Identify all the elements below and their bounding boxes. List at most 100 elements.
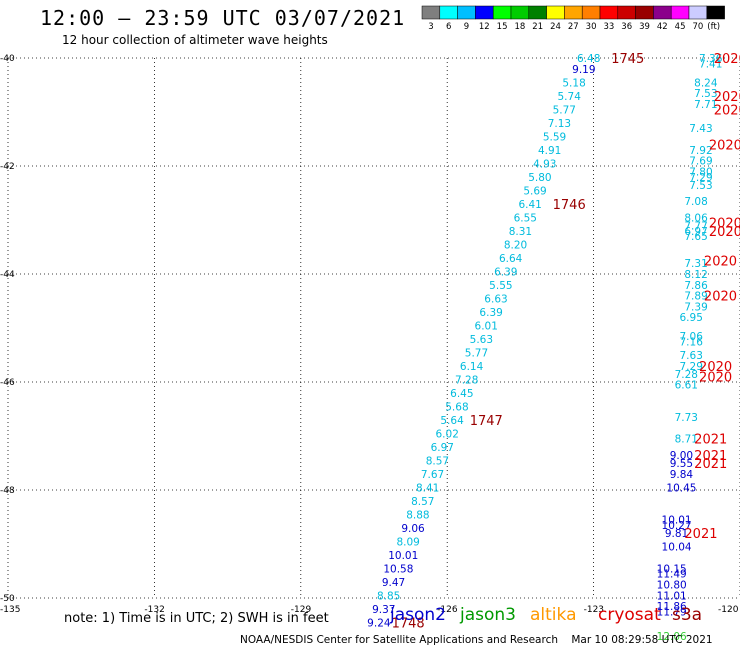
wave-height-point: 6.64 [499, 253, 523, 265]
time-annotation: 2021 [694, 457, 727, 472]
satellite-legend-cryosat: cryosat [598, 605, 661, 625]
color-scale-swatch [439, 5, 458, 20]
x-tick-label: -135 [0, 605, 20, 615]
wave-height-point: 5.80 [528, 172, 551, 184]
time-annotation: 2020 [699, 360, 732, 375]
wave-height-point: 8.71 [675, 434, 698, 446]
color-scale-label: 30 [586, 22, 597, 32]
wave-height-point: 5.59 [543, 131, 566, 143]
time-annotation: 1745 [611, 52, 644, 67]
wave-height-point: 10.58 [383, 563, 413, 575]
page-title: 12:00 – 23:59 UTC 03/07/2021 [40, 6, 406, 30]
wave-height-point: 7.28 [675, 369, 698, 381]
page-subtitle: 12 hour collection of altimeter wave hei… [62, 33, 328, 47]
y-tick-label: -40 [0, 54, 15, 64]
wave-height-point: 7.28 [455, 374, 478, 386]
wave-height-point: 7.29 [680, 361, 703, 373]
wave-height-point: 7.92 [689, 145, 712, 157]
satellite-legend-jason3: jason3 [460, 605, 516, 625]
wave-height-point: 6.95 [680, 312, 703, 324]
wave-height-point: 7.16 [680, 337, 704, 349]
color-scale-swatch [653, 5, 672, 20]
wave-height-point: 7.77 [684, 220, 707, 232]
wave-height-point: 6.01 [475, 320, 498, 332]
wave-height-point: 5.55 [489, 280, 512, 292]
wave-height-point: 8.57 [411, 496, 434, 508]
color-scale-swatch [528, 5, 547, 20]
time-annotation: 1748 [392, 616, 425, 631]
x-tick-label: -129 [291, 605, 312, 615]
wave-height-point: 7.43 [689, 123, 712, 135]
wave-height-point: 7.13 [548, 118, 571, 130]
wave-height-point: 9.84 [670, 469, 694, 481]
color-scale-label: 15 [497, 22, 508, 32]
wave-height-point: 5.77 [465, 347, 488, 359]
color-scale-swatch [670, 5, 690, 20]
wave-height-point: 10.15 [657, 563, 687, 575]
time-annotation: 2020 [714, 52, 740, 67]
wave-height-point: 8.06 [684, 212, 708, 224]
time-annotation: 2020 [699, 371, 732, 386]
x-tick-label: -132 [144, 605, 164, 615]
wave-height-point: 9.47 [382, 577, 405, 589]
x-tick-label: -120 [718, 605, 739, 615]
color-scale-swatch [546, 5, 565, 20]
y-tick-label: -42 [0, 162, 15, 172]
wave-height-point: 12.06 [657, 631, 687, 643]
wave-height-point: 7.69 [689, 156, 712, 168]
wave-height-point: 8.12 [684, 269, 707, 281]
wave-height-point: 6.39 [479, 307, 502, 319]
wave-height-point: 6.48 [577, 53, 600, 65]
time-annotation: 2021 [694, 449, 727, 464]
wave-height-point: 9.24 [367, 617, 391, 629]
color-scale-label: 36 [621, 22, 632, 32]
wave-height-point: 7.63 [680, 350, 703, 362]
wave-height-point: 6.14 [460, 361, 484, 373]
wave-height-point: 7.65 [684, 231, 707, 243]
wave-height-point: 5.74 [558, 91, 582, 103]
color-scale-swatch [635, 5, 654, 20]
wave-height-point: 6.02 [436, 428, 459, 440]
color-scale-label: (ft) [707, 22, 720, 32]
color-scale-label: 18 [514, 22, 525, 32]
wave-height-point: 7.67 [421, 469, 444, 481]
plot-axes: -40 -42 -44 -46 -48 -50-135 -132 -129 -126 -123 -1… [0, 54, 739, 615]
wave-height-point: 10.80 [657, 580, 687, 592]
color-scale-label: 21 [532, 22, 543, 32]
time-annotation: 2021 [694, 433, 727, 448]
time-annotation: 2020 [714, 103, 740, 118]
time-annotation: 2020 [709, 225, 740, 240]
wave-height-point: 8.57 [426, 455, 449, 467]
color-scale-label: 27 [568, 22, 579, 32]
color-scale-swatch [475, 5, 494, 20]
units-note: note: 1) Time is in UTC; 2) SWH is in fe… [64, 611, 329, 626]
wave-height-point: 11.86 [657, 601, 687, 613]
wave-height-point: 8.41 [416, 482, 439, 494]
wave-height-point: 7.89 [684, 291, 707, 303]
wave-height-point: 9.81 [665, 528, 688, 540]
y-tick-label: -48 [0, 486, 15, 496]
color-scale-label: 3 [428, 22, 433, 32]
wave-height-point: 11.01 [657, 590, 687, 602]
wave-height-point: 6.61 [675, 380, 698, 392]
color-scale-swatch [706, 5, 725, 20]
wave-height-point: 7.41 [699, 58, 722, 70]
grid-lines [7, 57, 740, 599]
y-tick-label: -50 [0, 594, 15, 604]
color-scale-label: 45 [675, 22, 686, 32]
wave-height-point: 11.49 [657, 569, 687, 581]
wave-height-point: 9.00 [670, 450, 693, 462]
wave-height-point: 7.53 [694, 88, 717, 100]
wave-height-point: 5.18 [562, 77, 585, 89]
color-scale-bar: 3 6 9 12 15 18 21 24 27 30 33 36 39 42 45 70 (ft) [421, 5, 725, 32]
x-tick-label: -126 [437, 605, 458, 615]
wave-height-point: 7.08 [684, 196, 707, 208]
wave-height-point: 8.31 [509, 226, 532, 238]
wave-height-point: 4.91 [538, 145, 561, 157]
wave-height-point: 11.79 [657, 607, 687, 619]
wave-height-point: 9.37 [372, 604, 395, 616]
wave-height-point: 8.24 [694, 77, 718, 89]
wave-height-point: 5.68 [445, 401, 468, 413]
time-annotation: 1746 [553, 198, 586, 213]
